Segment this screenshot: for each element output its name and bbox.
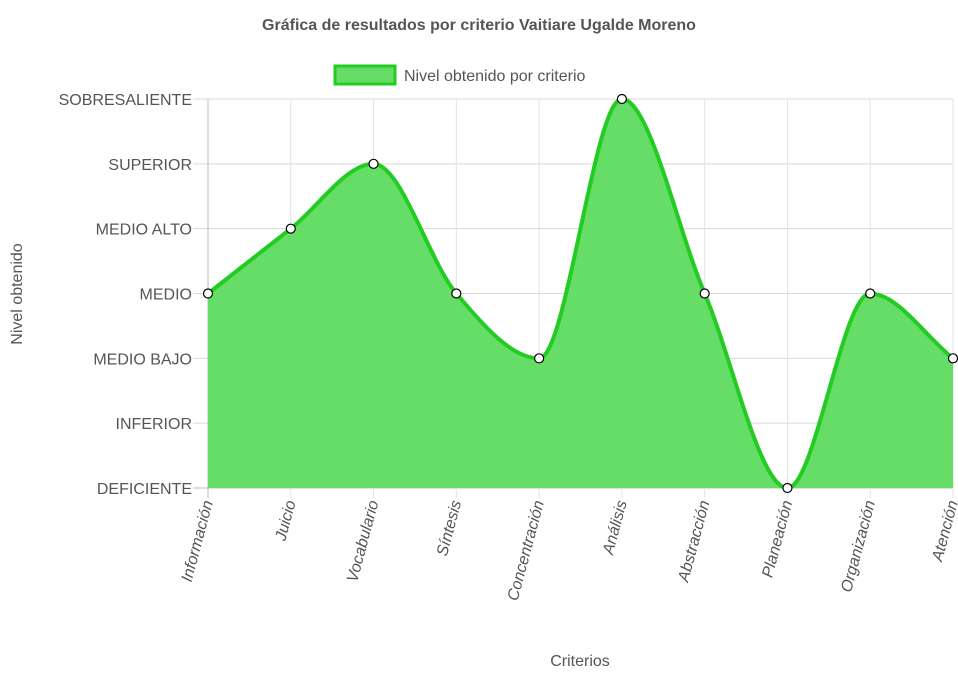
data-point[interactable]	[285, 223, 296, 234]
y-tick-label: SUPERIOR	[108, 157, 192, 174]
data-point[interactable]	[534, 353, 545, 364]
x-axis: Información Juicio Vocabulario Síntesis Conc…	[179, 499, 958, 603]
chart-title: Gráfica de resultados por criterio Vaiti…	[262, 17, 696, 34]
y-tick-label: MEDIO BAJO	[93, 351, 192, 368]
x-tick-label: Síntesis	[434, 499, 465, 558]
legend-label: Nivel obtenido por criterio	[404, 68, 586, 85]
data-point[interactable]	[202, 288, 214, 299]
x-tick-label: Organización	[838, 499, 879, 595]
x-tick-label: Vocabulario	[344, 499, 382, 585]
data-point[interactable]	[451, 288, 462, 299]
x-tick-label: Abstracción	[675, 499, 713, 585]
legend-swatch	[333, 64, 397, 86]
x-tick-label: Concentración	[505, 499, 548, 603]
data-point[interactable]	[616, 93, 627, 105]
legend[interactable]: Nivel obtenido por criterio	[333, 64, 586, 86]
y-tick-label: MEDIO	[140, 287, 192, 304]
y-axis-label: Nivel obtenido	[9, 243, 26, 345]
y-tick-label: INFERIOR	[116, 416, 192, 433]
data-point[interactable]	[368, 158, 379, 169]
data-point[interactable]	[947, 353, 958, 364]
data-points	[202, 93, 958, 494]
series-area	[208, 99, 953, 488]
x-tick-label: Planeación	[759, 499, 796, 580]
data-point[interactable]	[865, 288, 876, 299]
y-axis: DEFICIENTE INFERIOR MEDIO BAJO MEDIO MEDIO A…	[59, 92, 192, 498]
plot-area	[206, 96, 955, 491]
x-tick-label: Información	[179, 499, 217, 584]
y-tick-label: DEFICIENTE	[97, 481, 192, 498]
x-axis-label: Criterios	[550, 653, 610, 670]
series-line	[206, 96, 955, 491]
y-tick-label: SOBRESALIENTE	[59, 92, 192, 109]
data-point[interactable]	[699, 288, 710, 299]
x-tick-label: Análisis	[600, 499, 631, 558]
data-point[interactable]	[782, 482, 793, 494]
x-tick-label: Juicio	[272, 499, 299, 544]
x-tick-label: Atención	[929, 499, 958, 565]
y-tick-label: MEDIO ALTO	[96, 222, 192, 239]
